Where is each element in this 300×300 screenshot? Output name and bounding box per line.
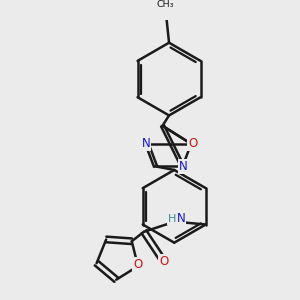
Text: O: O — [188, 137, 197, 150]
Text: CH₃: CH₃ — [157, 0, 174, 9]
Text: N: N — [177, 212, 185, 226]
Text: N: N — [142, 137, 151, 150]
Text: N: N — [179, 160, 188, 173]
Text: O: O — [133, 258, 142, 271]
Text: H: H — [168, 214, 177, 224]
Text: O: O — [159, 255, 168, 268]
